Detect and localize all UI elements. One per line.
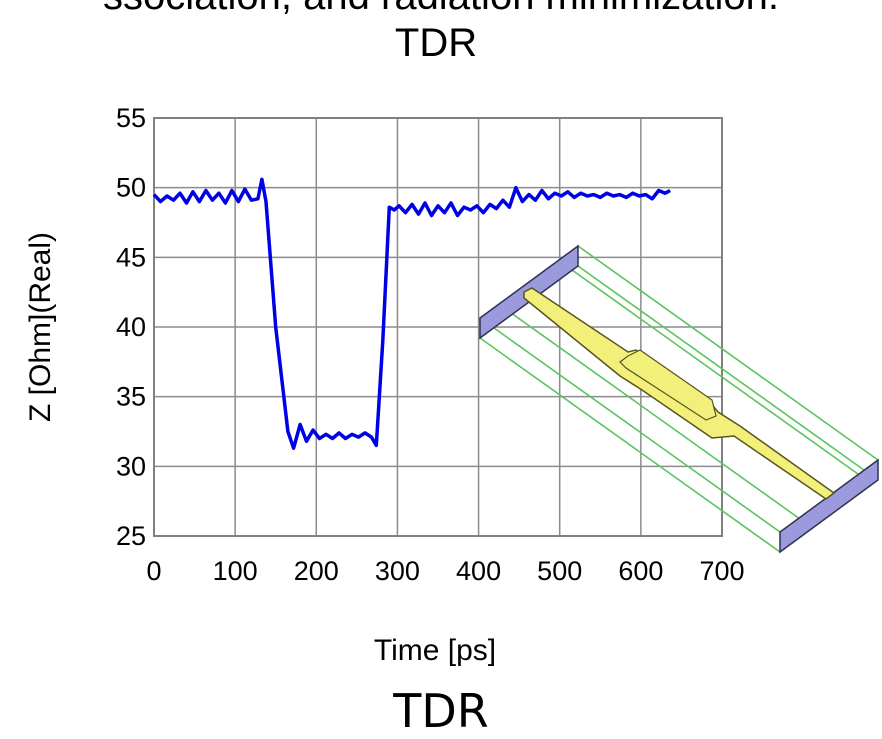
chart-title: TDR bbox=[395, 21, 477, 65]
x-tick-labels: 0 100 200 300 400 500 600 700 bbox=[146, 556, 744, 586]
x-axis-label: Time [ps] bbox=[374, 634, 496, 667]
x-tick-label: 300 bbox=[375, 556, 420, 586]
figure-caption: TDR bbox=[393, 684, 489, 738]
y-tick-label: 45 bbox=[116, 242, 146, 272]
y-tick-labels: 25 30 35 40 45 50 55 bbox=[116, 103, 146, 551]
x-tick-label: 700 bbox=[699, 556, 744, 586]
y-axis-label: Z [Ohm](Real) bbox=[24, 232, 57, 422]
y-tick-label: 30 bbox=[116, 451, 146, 481]
y-tick-label: 35 bbox=[116, 382, 146, 412]
y-tick-label: 50 bbox=[116, 173, 146, 203]
cut-off-heading-text: ssociation, and radiation minimization. bbox=[0, 0, 882, 16]
tdr-impedance-line bbox=[152, 177, 671, 450]
x-tick-label: 0 bbox=[146, 556, 161, 586]
x-tick-label: 400 bbox=[456, 556, 501, 586]
plot-area-frame bbox=[153, 117, 723, 537]
x-tick-label: 600 bbox=[618, 556, 663, 586]
substrate-outline bbox=[479, 245, 879, 553]
x-tick-label: 200 bbox=[294, 556, 339, 586]
plot-grid bbox=[153, 117, 723, 537]
x-tick-label: 500 bbox=[537, 556, 582, 586]
y-tick-label: 40 bbox=[116, 312, 146, 342]
trace-wide-section bbox=[619, 349, 717, 421]
right-port-plate bbox=[779, 458, 879, 554]
x-tick-label: 100 bbox=[213, 556, 258, 586]
y-tick-label: 25 bbox=[116, 521, 146, 551]
y-tick-label: 55 bbox=[116, 103, 146, 133]
transmission-line-illustration bbox=[479, 244, 879, 554]
